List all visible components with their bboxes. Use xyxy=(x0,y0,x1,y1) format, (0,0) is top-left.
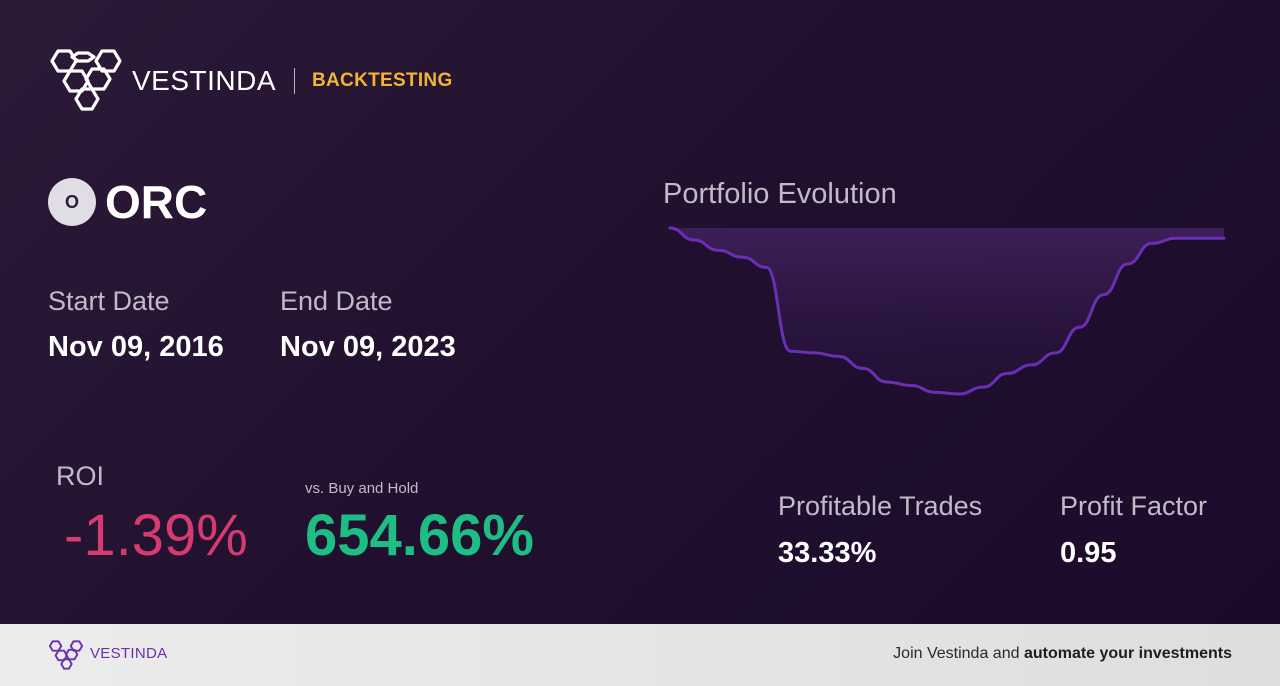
profit-factor-label: Profit Factor xyxy=(1060,491,1208,521)
footer-cta: Join Vestinda and automate your investme… xyxy=(893,645,1232,663)
ticker-badge: O xyxy=(48,178,96,226)
chart-title: Portfolio Evolution xyxy=(663,178,897,210)
roi-value: -1.39% xyxy=(64,503,248,568)
end-date-value: Nov 09, 2023 xyxy=(280,331,456,363)
backtest-card: VESTINDA BACKTESTING O ORC Start Date No… xyxy=(0,0,1280,624)
hexagon-cluster-logo-icon xyxy=(50,49,122,111)
roi-label: ROI xyxy=(56,461,105,491)
end-date-label: End Date xyxy=(280,286,393,316)
start-date-label: Start Date xyxy=(48,286,170,316)
portfolio-chart xyxy=(668,226,1226,396)
start-date-value: Nov 09, 2016 xyxy=(48,331,224,363)
footer-hexagon-logo-icon xyxy=(48,640,84,670)
ticker: O ORC xyxy=(48,178,207,226)
brand-name: VESTINDA xyxy=(132,65,277,96)
brand-tag: BACKTESTING xyxy=(312,70,453,91)
footer: VESTINDA Join Vestinda and automate your… xyxy=(0,624,1280,686)
brand-divider xyxy=(294,68,295,94)
footer-cta-prefix: Join Vestinda and xyxy=(893,645,1024,662)
profitable-trades-value: 33.33% xyxy=(778,537,877,569)
footer-brand: VESTINDA xyxy=(90,645,168,662)
chart-series-line xyxy=(668,226,1226,396)
brand-header: VESTINDA BACKTESTING xyxy=(48,48,452,112)
vs-buy-hold-value: 654.66% xyxy=(305,503,534,568)
profit-factor-value: 0.95 xyxy=(1060,537,1117,569)
vs-buy-hold-label: vs. Buy and Hold xyxy=(305,480,419,497)
profitable-trades-label: Profitable Trades xyxy=(778,491,983,521)
ticker-symbol: ORC xyxy=(105,176,208,228)
footer-cta-link[interactable]: automate your investments xyxy=(1023,645,1232,662)
